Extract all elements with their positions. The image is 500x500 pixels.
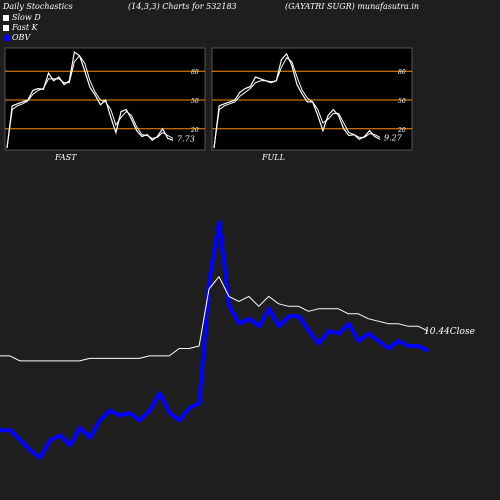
legend-slow-d-label: Slow D <box>12 13 41 22</box>
fast-ytick: 20 <box>190 127 199 134</box>
full-ytick: 50 <box>398 98 406 105</box>
full-panel-label: FULL <box>262 153 285 162</box>
chart-symbol: (GAYATRI SUGR) munafasutra.in <box>285 2 420 11</box>
full-series-slow-d <box>213 57 381 149</box>
fast-panel-label: FAST <box>55 153 77 162</box>
obv-line <box>0 220 429 460</box>
close-line <box>0 276 429 362</box>
legend-fast-k-swatch <box>3 25 9 31</box>
legend-fast-k: Fast K <box>3 23 38 32</box>
fast-ytick: 80 <box>191 69 199 76</box>
chart-params: (14,3,3) Charts for 532183 <box>128 2 237 11</box>
close-last-value: 10.44Close <box>424 327 475 337</box>
full-panel-bg <box>211 47 413 151</box>
legend-slow-d: Slow D <box>3 13 41 22</box>
legend-obv-swatch <box>3 35 9 41</box>
full-series-fast-k <box>213 52 381 149</box>
fast-series-slow-d <box>6 54 174 149</box>
legend-fast-k-label: Fast K <box>12 23 38 32</box>
full-last-value: 9.27 <box>384 133 403 142</box>
fast-last-value: 7.73 <box>177 134 195 143</box>
legend-slow-d-swatch <box>3 15 9 21</box>
fast-ytick: 50 <box>191 98 199 105</box>
legend-obv-label: OBV <box>12 33 31 42</box>
chart-title: Daily Stochastics <box>3 2 73 11</box>
fast-panel-bg <box>4 47 206 151</box>
full-ytick: 20 <box>397 127 406 134</box>
full-ytick: 80 <box>398 69 406 76</box>
legend-obv: OBV <box>3 33 30 42</box>
